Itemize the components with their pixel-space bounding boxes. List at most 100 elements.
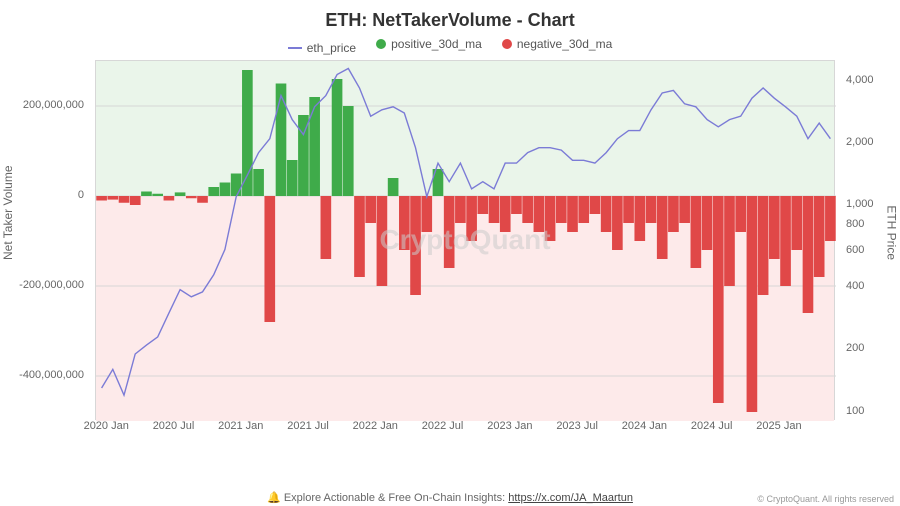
bar-negative [758, 196, 769, 295]
bar-negative [803, 196, 814, 313]
bar-positive [309, 97, 320, 196]
xtick: 2025 Jan [756, 420, 801, 432]
bar-negative [646, 196, 657, 223]
ytick-right: 100 [846, 405, 864, 417]
bar-positive [253, 169, 264, 196]
left-y-axis: Net Taker Volume 200,000,000 0 -200,000,00… [0, 60, 90, 460]
legend-line-icon [288, 47, 302, 49]
bar-negative [791, 196, 802, 250]
bar-negative [578, 196, 589, 223]
ytick-right: 400 [846, 280, 864, 292]
xtick: 2024 Jan [622, 420, 667, 432]
bar-negative [567, 196, 578, 232]
xtick: 2022 Jul [422, 420, 464, 432]
bar-negative [354, 196, 365, 277]
bar-negative [164, 196, 175, 201]
bar-negative [410, 196, 421, 295]
bar-negative [421, 196, 432, 232]
bar-negative [814, 196, 825, 277]
chart-area: Net Taker Volume 200,000,000 0 -200,000,00… [0, 60, 900, 460]
bar-negative [534, 196, 545, 232]
bar-negative [713, 196, 724, 403]
ytick-right: 1,000 [846, 198, 874, 210]
chart-title: ETH: NetTakerVolume - Chart [0, 10, 900, 31]
plot-region: CryptoQuant [95, 60, 835, 420]
bar-negative [455, 196, 466, 223]
legend-label: eth_price [307, 41, 356, 55]
left-y-label: Net Taker Volume [1, 166, 15, 261]
x-axis: 2020 Jan2020 Jul2021 Jan2021 Jul2022 Jan… [95, 420, 835, 434]
ytick-right: 2,000 [846, 136, 874, 148]
bar-positive [242, 70, 253, 196]
right-y-label: ETH Price [885, 205, 899, 260]
xtick: 2024 Jul [691, 420, 733, 432]
bar-negative [500, 196, 511, 232]
bar-negative [377, 196, 388, 286]
bar-negative [197, 196, 208, 203]
bar-negative [691, 196, 702, 268]
bar-negative [735, 196, 746, 232]
bar-positive [388, 178, 399, 196]
bar-negative [825, 196, 836, 241]
ytick-left: 0 [78, 189, 84, 201]
footer-prefix: 🔔 Explore Actionable & Free On-Chain Ins… [267, 492, 508, 504]
bar-negative [466, 196, 477, 241]
bar-negative [365, 196, 376, 223]
bar-negative [612, 196, 623, 250]
bar-negative [769, 196, 780, 259]
xtick: 2021 Jul [287, 420, 329, 432]
footer-link[interactable]: https://x.com/JA_Maartun [508, 492, 633, 504]
xtick: 2020 Jan [84, 420, 129, 432]
bar-negative [522, 196, 533, 223]
bar-negative [96, 196, 107, 201]
bar-negative [511, 196, 522, 214]
legend-item: positive_30d_ma [376, 37, 482, 51]
bar-negative [545, 196, 556, 241]
bar-negative [702, 196, 713, 250]
copyright-text: © CryptoQuant. All rights reserved [757, 494, 894, 504]
bar-negative [679, 196, 690, 223]
ytick-right: 800 [846, 218, 864, 230]
bar-negative [444, 196, 455, 268]
bar-negative [489, 196, 500, 223]
ytick-right: 200 [846, 342, 864, 354]
bar-positive [287, 160, 298, 196]
ytick-right: 4,000 [846, 74, 874, 86]
bar-positive [175, 192, 186, 196]
bar-negative [556, 196, 567, 223]
bar-positive [343, 106, 354, 196]
legend: eth_pricepositive_30d_manegative_30d_ma [0, 37, 900, 55]
bar-negative [668, 196, 679, 232]
bar-positive [220, 183, 231, 197]
bar-negative [590, 196, 601, 214]
bar-positive [231, 174, 242, 197]
legend-item: eth_price [288, 41, 356, 55]
bar-positive [208, 187, 219, 196]
ytick-left: 200,000,000 [23, 99, 84, 111]
bar-negative [724, 196, 735, 286]
bar-negative [657, 196, 668, 259]
ytick-right: 600 [846, 244, 864, 256]
bar-negative [264, 196, 275, 322]
ytick-left: -200,000,000 [19, 279, 84, 291]
xtick: 2023 Jul [556, 420, 598, 432]
bar-negative [634, 196, 645, 241]
bar-negative [321, 196, 332, 259]
bar-negative [186, 196, 197, 198]
bar-positive [152, 194, 163, 196]
bar-negative [601, 196, 612, 232]
bar-negative [747, 196, 758, 412]
legend-dot-icon [376, 39, 386, 49]
bar-negative [119, 196, 130, 203]
bar-positive [141, 192, 152, 197]
bar-positive [332, 79, 343, 196]
ytick-left: -400,000,000 [19, 369, 84, 381]
bar-positive [276, 84, 287, 197]
chart-svg [96, 61, 836, 421]
bar-negative [399, 196, 410, 250]
xtick: 2021 Jan [218, 420, 263, 432]
xtick: 2023 Jan [487, 420, 532, 432]
bar-negative [130, 196, 141, 205]
right-y-axis: ETH Price 4,000 2,000 1,000 800 600 400 200 100 [840, 60, 900, 460]
bar-negative [107, 196, 118, 200]
